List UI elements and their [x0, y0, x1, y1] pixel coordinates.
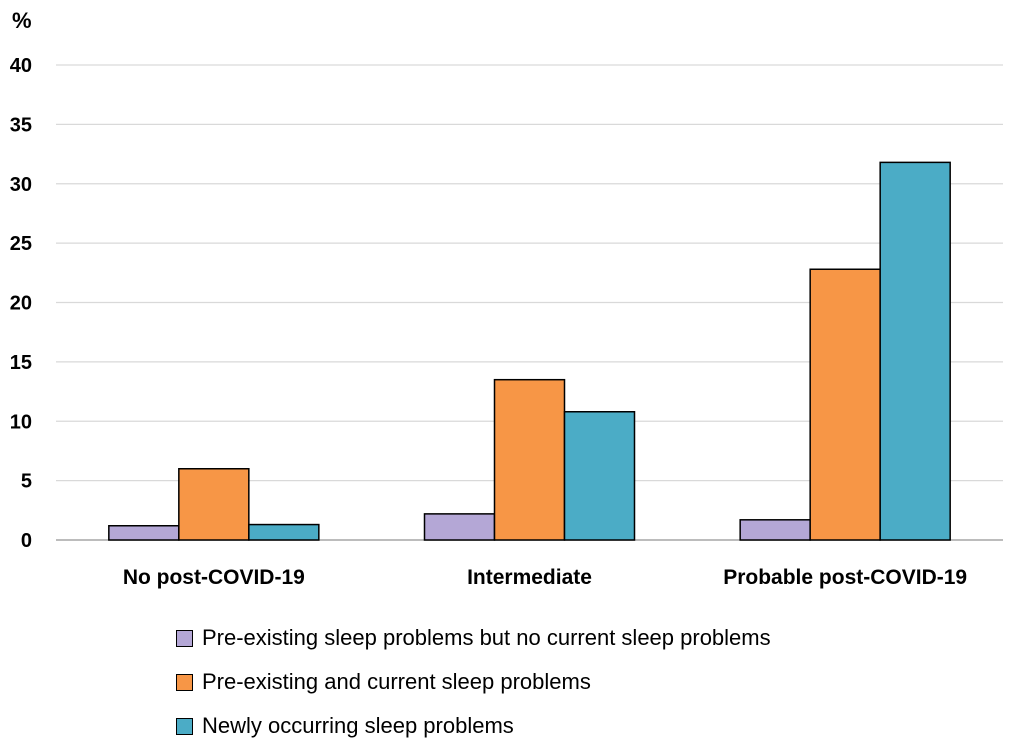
- category-labels: No post-COVID-19 Intermediate Probable pos…: [123, 566, 967, 589]
- legend-item: Pre-existing sleep problems but no curre…: [176, 616, 771, 660]
- category-label: No post-COVID-19: [123, 566, 305, 589]
- legend-swatch: [176, 629, 193, 647]
- y-tick-label: 0: [21, 530, 32, 552]
- bar: [108, 525, 180, 541]
- y-tick-label: 30: [10, 174, 32, 196]
- y-axis-unit-label: %: [12, 8, 32, 33]
- legend-swatch: [176, 717, 193, 735]
- bar-series: [108, 161, 951, 541]
- bar: [423, 513, 496, 541]
- bar: [493, 378, 566, 541]
- y-tick-label: 5: [21, 471, 32, 493]
- y-tick-label: 35: [10, 114, 32, 136]
- category-label: Intermediate: [467, 566, 592, 589]
- legend-item: Pre-existing and current sleep problems: [176, 660, 771, 704]
- bar: [248, 523, 320, 541]
- bar: [809, 268, 881, 541]
- legend-label: Pre-existing and current sleep problems: [202, 669, 591, 694]
- y-tick-label: 20: [10, 293, 32, 315]
- bar: [879, 161, 951, 541]
- legend: Pre-existing sleep problems but no curre…: [176, 616, 771, 748]
- y-tick-label: 25: [10, 233, 32, 255]
- bar: [739, 519, 811, 541]
- bar: [563, 411, 636, 541]
- y-tick-label: 10: [10, 411, 32, 433]
- y-tick-label: 40: [10, 55, 32, 77]
- legend-label: Pre-existing sleep problems but no curre…: [202, 625, 771, 650]
- bar: [178, 468, 250, 541]
- y-tick-labels: 0 5 10 15 20 25 30 35 40: [10, 55, 32, 552]
- legend-swatch: [176, 673, 193, 691]
- legend-label: Newly occurring sleep problems: [202, 713, 514, 738]
- legend-item: Newly occurring sleep problems: [176, 704, 771, 748]
- bar-chart: % 0 5 10 15 20 25 30 35 40 No post-COVID-19 Inter…: [10, 8, 1003, 589]
- category-label: Probable post-COVID-19: [723, 566, 967, 589]
- y-tick-label: 15: [10, 352, 32, 374]
